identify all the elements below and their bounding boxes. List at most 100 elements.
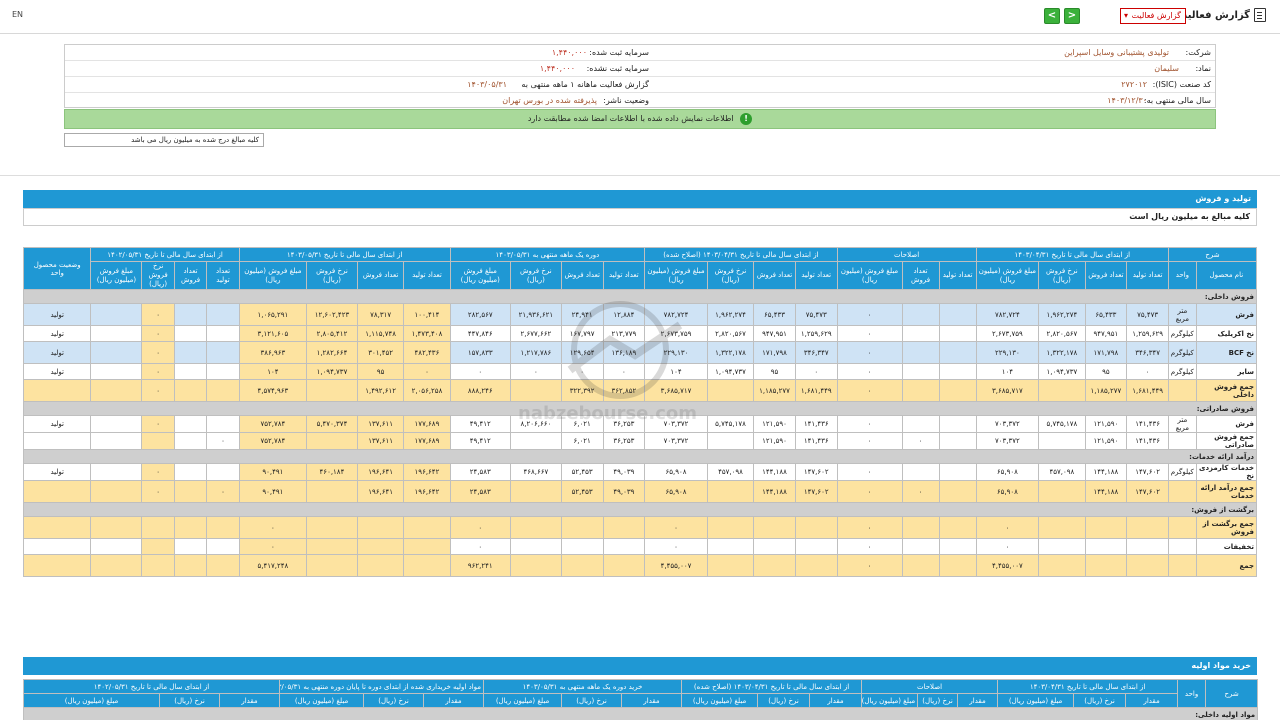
table-cell: تولید bbox=[22, 463, 92, 481]
table-cell: ۱۷۱,۷۹۸ bbox=[753, 341, 796, 364]
header-group-row: شرح واحد از ابتدای سال مالی تا تاریخ ۱۴۰۳/… bbox=[22, 679, 1259, 708]
table-cell: ۰ bbox=[403, 363, 451, 380]
symbol-label: نماد: bbox=[1195, 64, 1211, 73]
column-header: مبلغ فروش (میلیون ریال) bbox=[449, 261, 511, 290]
table-cell: ۴۹,۰۳۹ bbox=[602, 480, 646, 503]
table-cell: ۸,۲۰۶,۶۶۰ bbox=[509, 415, 562, 433]
table-cell: ۰ bbox=[836, 554, 903, 577]
column-header: مبلغ فروش (میلیون ریال) bbox=[836, 261, 903, 290]
table-cell bbox=[173, 463, 208, 481]
table-cell: ۲,۸۰۵,۴۱۲ bbox=[305, 325, 358, 342]
row-unit: کیلوگرم bbox=[1167, 341, 1197, 364]
table-cell bbox=[938, 554, 977, 577]
table-cell: ۲۱۳,۷۷۹ bbox=[602, 325, 646, 342]
table-cell bbox=[901, 538, 940, 555]
fiscal-year-label: سال مالی منتهی به: bbox=[1143, 96, 1211, 105]
group-header: واحد bbox=[1177, 679, 1207, 708]
table-cell bbox=[938, 538, 977, 555]
table-cell bbox=[901, 303, 940, 326]
column-header: مبلغ (میلیون ریال) bbox=[483, 693, 563, 708]
table-cell: ۲۴,۵۸۳ bbox=[449, 463, 511, 481]
table-cell: ۰ bbox=[509, 363, 562, 380]
group-header: از ابتدای سال مالی تا تاریخ ۱۴۰۳/۰۴/۳۱ bbox=[997, 679, 1179, 694]
table-cell: ۰ bbox=[836, 463, 903, 481]
category-label: برگشت از فروش: bbox=[23, 502, 1257, 517]
row-unit: کیلوگرم bbox=[1167, 363, 1197, 380]
production-sales-header: تولید و فروش bbox=[23, 190, 1257, 208]
category-label: مواد اولیه داخلی: bbox=[22, 707, 1259, 720]
table-cell bbox=[90, 516, 143, 539]
divider bbox=[0, 175, 1280, 176]
prev-button[interactable]: < bbox=[1044, 8, 1060, 24]
unregistered-capital-value: ۱,۴۴۰,۰۰۰ bbox=[539, 64, 575, 73]
table-cell bbox=[1038, 480, 1086, 503]
table-cell: ۷۸۲,۷۲۴ bbox=[644, 303, 708, 326]
table-cell: ۱۴۴,۱۸۸ bbox=[753, 480, 796, 503]
table-cell: تولید bbox=[22, 341, 92, 364]
row-label: جمع bbox=[1195, 554, 1258, 577]
report-type-select[interactable]: گزارش فعالیت ▾ bbox=[1120, 8, 1186, 24]
table-cell bbox=[356, 538, 405, 555]
column-header: تعداد فروش bbox=[901, 261, 940, 290]
table-cell bbox=[1038, 538, 1086, 555]
table-cell bbox=[173, 432, 208, 450]
table-cell: ۵,۴۱۷,۲۴۸ bbox=[238, 554, 307, 577]
table-cell: ۱۹۶,۶۴۲ bbox=[403, 463, 451, 481]
table-cell: ۰ bbox=[141, 325, 175, 342]
table-cell: ۴۹,۴۱۲ bbox=[449, 432, 511, 450]
table-cell bbox=[90, 538, 143, 555]
table-cell bbox=[901, 325, 940, 342]
table-cell: ۴۵۷,۰۹۸ bbox=[706, 463, 755, 481]
table-cell: ۰ bbox=[836, 480, 903, 503]
column-header: نام محصول bbox=[1195, 261, 1258, 290]
table-cell bbox=[141, 538, 175, 555]
table-cell: ۱۴۷,۶۰۲ bbox=[794, 480, 838, 503]
table-cell: ۳۶,۲۵۳ bbox=[602, 415, 646, 433]
table-cell bbox=[1038, 516, 1086, 539]
category-label: درآمد ارائه خدمات: bbox=[23, 449, 1257, 464]
table-cell bbox=[901, 415, 940, 433]
next-button[interactable]: > bbox=[1064, 8, 1080, 24]
language-switch[interactable]: EN bbox=[12, 10, 24, 19]
table-cell bbox=[1038, 379, 1086, 402]
table-cell bbox=[22, 432, 92, 450]
table-cell bbox=[706, 554, 755, 577]
table-cell: ۲۲۹,۱۳۰ bbox=[975, 341, 1040, 364]
row-label: فرش bbox=[1195, 415, 1258, 433]
table-cell: ۰ bbox=[836, 516, 903, 539]
category-label: فروش صادراتی: bbox=[23, 401, 1257, 416]
table-cell: ۹۵ bbox=[1084, 363, 1128, 380]
table-cell: ۱۴۴,۱۸۸ bbox=[1084, 480, 1128, 503]
group-header: شرح bbox=[1167, 247, 1258, 262]
column-header: نرخ (ریال) bbox=[917, 693, 959, 708]
table-cell: ۹۰,۴۹۱ bbox=[238, 480, 307, 503]
group-header: از ابتدای سال مالی تا تاریخ ۱۴۰۲/۰۵/۳۱ bbox=[22, 679, 281, 694]
table-cell: ۵۲,۴۵۳ bbox=[560, 463, 604, 481]
table-cell bbox=[1126, 516, 1169, 539]
table-cell: ۱,۰۶۵,۲۹۱ bbox=[238, 303, 307, 326]
chevron-down-icon: ▾ bbox=[1124, 11, 1129, 20]
table-cell bbox=[403, 554, 451, 577]
table-cell: ۷۸۲,۷۲۴ bbox=[975, 303, 1040, 326]
table-cell: تولید bbox=[22, 303, 92, 326]
table-cell: ۴۹,۴۱۲ bbox=[449, 415, 511, 433]
table-cell bbox=[1084, 554, 1128, 577]
page-title-text: گزارش فعالیت ماهانه bbox=[1143, 9, 1250, 21]
table-cell: ۰ bbox=[449, 538, 511, 555]
table-cell bbox=[90, 325, 143, 342]
table-cell: ۱,۱۱۵,۷۴۸ bbox=[356, 325, 405, 342]
table-cell: ۳۲۲,۳۹۲ bbox=[560, 379, 604, 402]
table-cell bbox=[141, 554, 175, 577]
table-cell: ۰ bbox=[901, 432, 940, 450]
symbol-value: سلیمان bbox=[1154, 64, 1179, 73]
table-cell bbox=[1038, 554, 1086, 577]
table-cell: ۰ bbox=[449, 363, 511, 380]
table-cell: تولید bbox=[22, 325, 92, 342]
table-cell bbox=[509, 554, 562, 577]
table-cell: ۷۵,۴۷۳ bbox=[794, 303, 838, 326]
top-bar: گزارش فعالیت ماهانه گزارش فعالیت ▾ > < E… bbox=[0, 0, 1280, 34]
table-cell: ۹۶۲,۲۴۱ bbox=[449, 554, 511, 577]
table-cell: ۱,۰۹۴,۷۳۷ bbox=[305, 363, 358, 380]
chevron-left-icon: < bbox=[1047, 10, 1057, 21]
table-cell: ۱۰۴ bbox=[644, 363, 708, 380]
